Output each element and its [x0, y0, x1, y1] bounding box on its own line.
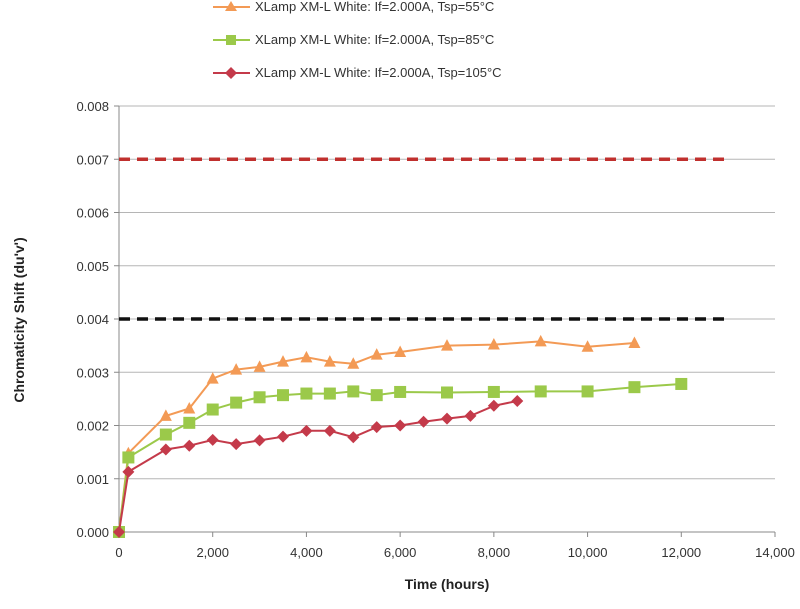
axes [114, 105, 776, 537]
data-point-diamond [394, 419, 407, 432]
legend-marker-square [226, 35, 236, 45]
data-point-square [441, 386, 453, 399]
x-tick-label: 14,000 [755, 545, 795, 560]
data-point-diamond [511, 395, 524, 408]
data-point-square [122, 451, 135, 464]
data-point-diamond [277, 430, 289, 443]
legend-label-85c: XLamp XM-L White: If=2.000A, Tsp=85°C [255, 32, 494, 47]
reference-lines [119, 157, 729, 321]
y-tick-label: 0.005 [76, 259, 109, 274]
data-point-square [394, 385, 407, 398]
y-axis-title: Chromaticity Shift (du'v') [11, 237, 27, 402]
legend-item-55c: XLamp XM-L White: If=2.000A, Tsp=55°C [213, 0, 494, 14]
y-tick-label: 0.001 [76, 472, 109, 487]
y-tick-label: 0.003 [76, 365, 109, 380]
data-point-triangle [347, 357, 360, 369]
data-point-square [230, 396, 243, 409]
x-axis-title: Time (hours) [405, 576, 490, 592]
x-tick-label: 0 [115, 545, 122, 560]
x-tick-label: 10,000 [568, 545, 608, 560]
data-point-square [277, 389, 289, 402]
data-point-square [206, 403, 219, 416]
y-tick-label: 0.008 [76, 99, 109, 114]
data-point-triangle [370, 348, 383, 360]
series-group [113, 334, 688, 538]
data-point-triangle [628, 336, 641, 348]
data-point-triangle [277, 355, 289, 367]
x-tick-label: 12,000 [661, 545, 701, 560]
x-tick-label: 8,000 [478, 545, 511, 560]
data-point-diamond [159, 443, 172, 456]
series-line-3 [118, 400, 518, 533]
data-point-diamond [417, 415, 430, 428]
data-point-diamond [441, 412, 453, 425]
x-tick-labels: 0 2,000 4,000 6,000 8,000 10,000 12,000 14,000 [115, 545, 795, 560]
y-tick-labels: 0.000 0.001 0.002 0.003 0.004 0.005 0.006 0.007… [76, 99, 109, 540]
data-point-square [300, 387, 313, 400]
data-point-square [159, 428, 172, 441]
data-point-triangle [230, 363, 243, 375]
data-point-triangle [159, 409, 172, 421]
data-point-triangle [534, 334, 547, 347]
y-tick-label: 0.002 [76, 419, 109, 434]
data-point-diamond [206, 433, 219, 446]
data-point-diamond [253, 434, 266, 447]
legend-marker-triangle [225, 1, 237, 11]
y-tick-label: 0.004 [76, 312, 109, 327]
data-point-diamond [370, 421, 383, 434]
y-tick-label: 0.006 [76, 206, 109, 221]
data-point-square [628, 381, 641, 394]
data-point-square [370, 389, 383, 402]
data-point-square [183, 416, 196, 429]
data-point-diamond [113, 526, 125, 538]
legend-marker-diamond [225, 67, 237, 79]
y-tick-label: 0.000 [76, 525, 109, 540]
data-point-diamond [347, 431, 360, 444]
x-tick-label: 6,000 [384, 545, 417, 560]
data-point-triangle [441, 339, 453, 351]
data-point-triangle [323, 355, 336, 367]
data-point-square [253, 391, 266, 404]
data-point-diamond [323, 424, 336, 437]
x-tick-label: 2,000 [196, 545, 229, 560]
legend-label-105c: XLamp XM-L White: If=2.000A, Tsp=105°C [255, 65, 502, 80]
data-point-triangle [253, 360, 266, 372]
data-point-triangle [487, 338, 500, 350]
data-point-square [534, 385, 547, 398]
legend-item-85c: XLamp XM-L White: If=2.000A, Tsp=85°C [213, 32, 494, 47]
data-point-diamond [230, 438, 243, 451]
y-tick-label: 0.007 [76, 152, 109, 167]
data-point-square [323, 387, 336, 400]
data-point-diamond [464, 409, 477, 422]
data-point-triangle [206, 372, 219, 384]
data-point-triangle [581, 340, 594, 352]
data-point-square [675, 377, 688, 390]
data-point-diamond [122, 465, 135, 478]
data-point-diamond [300, 424, 313, 437]
data-point-square [487, 385, 500, 398]
legend-label-55c: XLamp XM-L White: If=2.000A, Tsp=55°C [255, 0, 494, 14]
data-point-diamond [487, 399, 500, 412]
legend-item-105c: XLamp XM-L White: If=2.000A, Tsp=105°C [213, 65, 502, 80]
series-line-2 [118, 383, 682, 533]
data-point-triangle [300, 350, 313, 363]
data-point-square [347, 385, 360, 398]
legend: XLamp XM-L White: If=2.000A, Tsp=55°C XL… [213, 0, 502, 80]
series-line-1 [118, 340, 635, 533]
data-point-triangle [183, 401, 196, 414]
data-point-diamond [183, 439, 196, 452]
data-point-square [581, 385, 594, 398]
data-point-triangle [394, 345, 407, 358]
x-tick-label: 4,000 [290, 545, 323, 560]
